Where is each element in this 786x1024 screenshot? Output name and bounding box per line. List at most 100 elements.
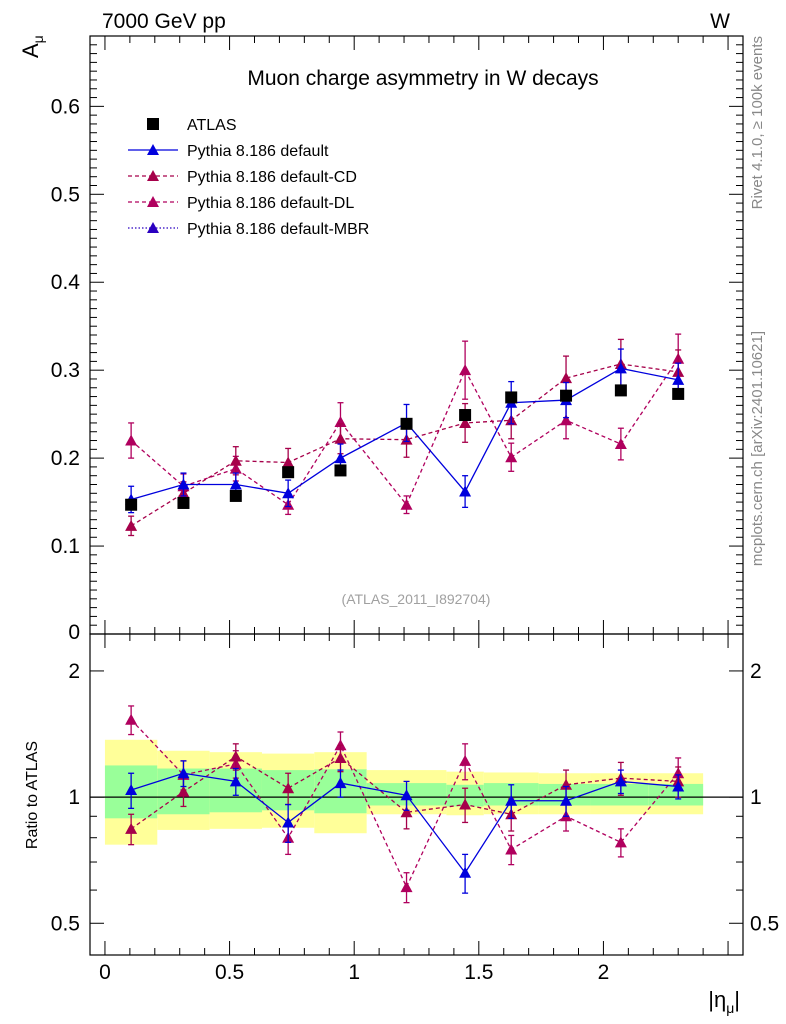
main-data-point — [560, 389, 573, 402]
legend-item: Pythia 8.186 default-CD — [128, 169, 357, 186]
ratio-green-band-8 — [538, 783, 591, 806]
ratio-y-tick-label: 2 — [68, 660, 80, 683]
x-axis-label: |ημ| — [708, 987, 740, 1016]
ratio-marker — [614, 836, 627, 848]
main-marker — [125, 519, 138, 531]
main-y-axis-label: Aμ — [18, 35, 46, 58]
main-marker — [229, 454, 242, 466]
legend-item: ATLAS — [147, 117, 237, 134]
ratio-marker — [505, 843, 518, 855]
x-tick-label: 0 — [99, 961, 111, 984]
ratio-green-band-10 — [648, 783, 704, 806]
ratio-marker — [125, 783, 138, 795]
x-tick-label: 1.5 — [464, 961, 493, 984]
main-y-tick-label: 0.1 — [51, 535, 80, 558]
main-marker — [560, 372, 573, 384]
ratio-marker — [505, 794, 518, 806]
ratio-series-pythia-8-186-default-dl — [125, 705, 685, 904]
main-marker — [459, 485, 472, 497]
legend-item: Pythia 8.186 default-MBR — [128, 221, 369, 238]
main-marker — [459, 416, 472, 428]
main-marker — [400, 498, 413, 510]
main-marker — [672, 373, 685, 385]
ratio-marker — [400, 881, 413, 893]
main-y-tick-label: 0.3 — [51, 359, 80, 382]
main-series-atlas — [125, 384, 685, 511]
ratio-marker — [400, 806, 413, 818]
legend: ATLAS Pythia 8.186 default Pythia 8.186 de… — [128, 117, 369, 238]
main-marker — [560, 414, 573, 426]
legend-marker — [147, 118, 159, 130]
ratio-marker — [334, 751, 347, 763]
ratio-series-pythia-8-186-default-cd — [125, 743, 685, 846]
main-marker — [459, 364, 472, 376]
main-data-point — [400, 417, 413, 430]
ratio-series-line — [130, 755, 679, 830]
main-marker — [282, 487, 295, 499]
main-y-zero-label: 0 — [68, 621, 80, 644]
ratio-marker — [400, 789, 413, 801]
legend-marker — [147, 222, 159, 233]
legend-marker — [147, 196, 159, 207]
x-tick-label: 2 — [598, 961, 610, 984]
ratio-marker — [229, 750, 242, 762]
ratio-marker — [282, 816, 295, 828]
ratio-marker — [177, 767, 190, 779]
ratio-plot-frame — [89, 633, 744, 956]
analysis-tag: (ATLAS_2011_I892704) — [342, 591, 491, 607]
main-marker — [125, 434, 138, 446]
main-marker — [229, 478, 242, 490]
main-data-point — [229, 489, 242, 502]
ratio-y-tick-label-right: 1 — [750, 786, 762, 809]
main-y-tick-label: 0.4 — [51, 271, 81, 294]
main-series-pythia-8-186-default — [125, 348, 685, 514]
x-tick-label: 0.5 — [215, 961, 244, 984]
header-left: 7000 GeV pp — [102, 10, 226, 33]
main-data-point — [125, 498, 138, 511]
ratio-series-pythia-8-186-default — [125, 760, 685, 894]
legend-marker — [147, 144, 159, 155]
ratio-y-ticks: 0.5 0.5 1 1 2 2 — [51, 660, 779, 935]
ratio-marker — [672, 780, 685, 792]
ratio-marker — [282, 782, 295, 794]
ratio-y-tick-label-right: 2 — [750, 660, 762, 683]
main-y-tick-label: 0.6 — [51, 95, 80, 118]
main-series-line — [130, 358, 679, 506]
main-title: Muon charge asymmetry in W decays — [247, 67, 598, 90]
main-data-point — [177, 496, 190, 509]
x-tick-label: 1 — [348, 961, 360, 984]
mcplots-label: mcplots.cern.ch [arXiv:2401.10621] — [749, 331, 766, 566]
ratio-marker — [229, 775, 242, 787]
main-y-tick-label: 0.2 — [51, 447, 80, 470]
main-marker — [177, 478, 190, 490]
main-data-point — [334, 464, 347, 477]
legend-marker — [147, 170, 159, 181]
header-right: W — [710, 10, 730, 33]
ratio-marker — [334, 777, 347, 789]
ratio-marker — [125, 713, 138, 725]
main-data-point — [282, 466, 295, 479]
ratio-y-tick-label: 0.5 — [51, 912, 80, 935]
main-marker — [505, 451, 518, 463]
ratio-y-tick-label-right: 0.5 — [750, 912, 779, 935]
main-data-point — [459, 409, 472, 422]
main-marker — [614, 438, 627, 450]
main-data-point — [672, 387, 685, 400]
legend-label: Pythia 8.186 default-CD — [187, 169, 357, 186]
ratio-marker — [614, 775, 627, 787]
main-y-tick-label: 0.5 — [51, 183, 80, 206]
legend-label: Pythia 8.186 default — [187, 143, 329, 160]
ratio-marker — [177, 785, 190, 797]
legend-item: Pythia 8.186 default-DL — [128, 195, 354, 212]
legend-item: Pythia 8.186 default — [128, 143, 329, 160]
main-y-ticks: 0.1 0.2 0.3 0.4 0.5 0.6 — [51, 44, 743, 635]
ratio-series-line — [130, 719, 679, 889]
main-data-point — [505, 391, 518, 404]
x-ticks: 0 0.5 1 1.5 2 — [99, 36, 729, 984]
ratio-marker — [459, 754, 472, 766]
main-marker — [282, 456, 295, 468]
ratio-marker — [459, 798, 472, 810]
ratio-y-tick-label: 1 — [68, 786, 80, 809]
ratio-marker — [125, 822, 138, 834]
